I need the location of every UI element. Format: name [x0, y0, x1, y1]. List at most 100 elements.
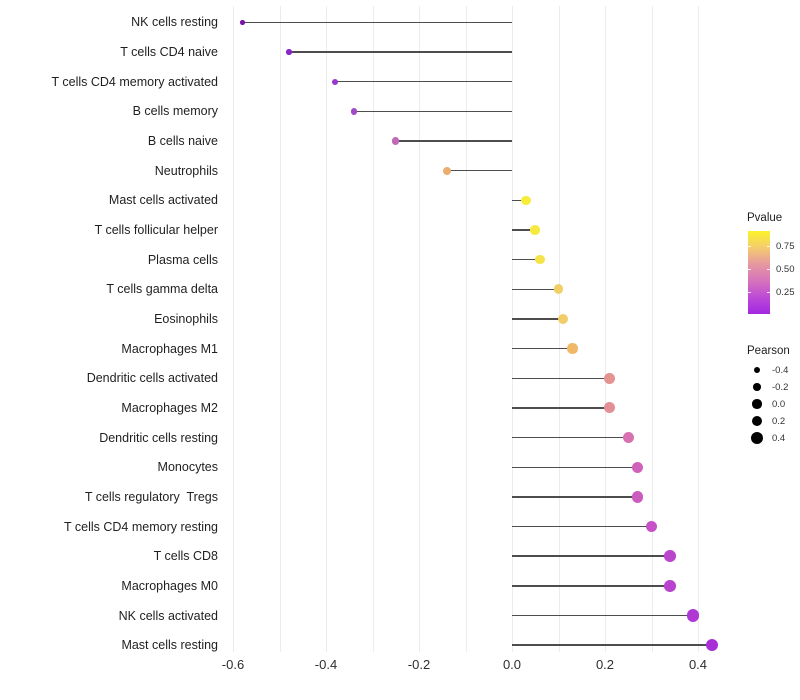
x-axis-tick-label: -0.2 — [407, 657, 431, 672]
lollipop-stem — [512, 436, 629, 439]
pearson-legend: Pearson -0.4 -0.2 0.0 0.2 0.4 — [745, 345, 800, 455]
lollipop-stem — [242, 21, 512, 23]
lollipop-stem — [512, 318, 564, 320]
lollipop-stem — [512, 496, 638, 498]
category-label: Dendritic cells activated — [86, 371, 218, 386]
lollipop-dot — [705, 638, 719, 652]
gridline — [372, 6, 374, 652]
gridline — [605, 6, 606, 652]
x-axis-tick-label: 0.2 — [595, 657, 615, 672]
lollipop-dot — [664, 550, 677, 563]
lollipop-stem — [512, 229, 536, 231]
lollipop-stem — [512, 644, 712, 646]
gridline — [465, 6, 467, 652]
colorbar-tick-label: 0.50 — [776, 263, 795, 275]
lollipop-stem — [512, 555, 671, 557]
category-label: T cells CD4 memory resting — [64, 519, 218, 534]
pvalue-colorbar — [748, 231, 770, 314]
category-label: Macrophages M1 — [121, 341, 218, 356]
x-axis-tick-label: 0.0 — [502, 657, 522, 672]
gridline — [419, 6, 420, 652]
lollipop-dot — [392, 137, 400, 145]
x-axis-tick-label: -0.4 — [314, 657, 338, 672]
lollipop-dot — [631, 461, 644, 473]
lollipop-dot — [645, 520, 658, 533]
colorbar-tickmark-right — [767, 246, 770, 248]
category-label: Macrophages M0 — [121, 578, 218, 593]
pearson-legend-title: Pearson — [747, 345, 790, 357]
lollipop-stem — [512, 258, 540, 261]
lollipop-stem — [512, 199, 526, 201]
category-label: Monocytes — [157, 460, 218, 475]
colorbar-tick-label: 0.25 — [776, 286, 795, 298]
gridline — [326, 6, 327, 652]
colorbar-tick-label: 0.75 — [776, 240, 795, 252]
size-legend-label: -0.2 — [772, 381, 789, 393]
colorbar-tickmark-left — [748, 246, 751, 248]
lollipop-stem — [512, 525, 652, 528]
category-label: T cells CD4 naive — [120, 44, 218, 59]
lollipop-stem — [512, 347, 573, 350]
gridline — [651, 6, 653, 652]
category-label: T cells follicular helper — [94, 222, 218, 237]
category-label: T cells regulatory Tregs — [84, 489, 218, 504]
lollipop-dot — [521, 195, 531, 205]
lollipop-dot — [350, 108, 358, 115]
size-legend-label: -0.4 — [772, 364, 789, 376]
category-label: B cells memory — [132, 104, 218, 119]
size-legend-label: 0.0 — [772, 398, 786, 410]
size-legend-dot — [753, 383, 761, 391]
colorbar-tickmark-right — [767, 269, 770, 271]
lollipop-stem — [335, 80, 512, 83]
colorbar-tickmark-left — [748, 292, 751, 293]
lollipop-stem — [512, 466, 638, 468]
size-legend-label: 0.4 — [772, 432, 786, 444]
lollipop-stem — [353, 110, 512, 112]
size-legend-dot — [753, 366, 761, 374]
lollipop-stem — [395, 140, 512, 142]
lollipop-stem — [288, 51, 512, 53]
x-axis-tick-label: -0.6 — [221, 657, 245, 672]
lollipop-dot — [622, 431, 634, 444]
lollipop-dot — [535, 254, 545, 265]
gridline — [279, 6, 281, 652]
category-label: T cells CD8 — [153, 549, 218, 564]
lollipop-dot — [332, 78, 339, 85]
lollipop-stem — [446, 169, 512, 172]
lollipop-stem — [512, 585, 671, 587]
category-label: T cells CD4 memory activated — [51, 74, 219, 89]
lollipop-dot — [604, 372, 616, 384]
pvalue-legend: Pvalue 0.75 0.50 0.25 — [745, 212, 800, 332]
gridline — [558, 6, 560, 652]
category-label: Eosinophils — [154, 311, 218, 326]
lollipop-dot — [664, 579, 677, 592]
size-legend-label: 0.2 — [772, 415, 786, 427]
category-label: Dendritic cells resting — [99, 430, 218, 445]
gridline — [698, 6, 699, 652]
lollipop-dot — [558, 313, 569, 324]
size-legend-dot — [751, 415, 763, 427]
lollipop-stem — [512, 614, 694, 617]
x-axis-tick-label: 0.4 — [688, 657, 708, 672]
lollipop-dot — [567, 343, 578, 354]
lollipop-stem — [512, 407, 610, 409]
lollipop-stem — [512, 377, 610, 379]
category-label: Mast cells activated — [108, 193, 218, 208]
lollipop-dot — [239, 19, 245, 25]
lollipop-dot — [553, 284, 564, 295]
category-label: T cells gamma delta — [106, 282, 218, 297]
category-label: Neutrophils — [154, 163, 218, 178]
gridline — [512, 6, 513, 652]
category-label: Macrophages M2 — [121, 400, 218, 415]
category-label: NK cells activated — [118, 608, 218, 623]
lollipop-dot — [604, 402, 616, 414]
category-label: Mast cells resting — [121, 638, 218, 653]
lollipop-dot — [286, 49, 292, 55]
lollipop-dot — [631, 491, 644, 503]
gridline — [233, 6, 234, 652]
category-label: NK cells resting — [131, 15, 218, 30]
colorbar-tickmark-right — [767, 292, 770, 293]
size-legend-dot — [752, 399, 762, 409]
lollipop-dot — [687, 609, 700, 622]
